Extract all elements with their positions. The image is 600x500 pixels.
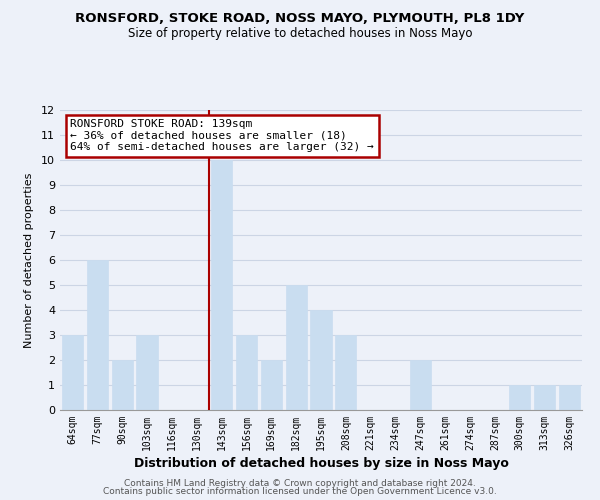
Bar <box>87 260 108 410</box>
Text: Contains HM Land Registry data © Crown copyright and database right 2024.: Contains HM Land Registry data © Crown c… <box>124 478 476 488</box>
Bar <box>534 385 555 410</box>
Bar <box>62 335 83 410</box>
Y-axis label: Number of detached properties: Number of detached properties <box>24 172 34 348</box>
Text: RONSFORD, STOKE ROAD, NOSS MAYO, PLYMOUTH, PL8 1DY: RONSFORD, STOKE ROAD, NOSS MAYO, PLYMOUT… <box>76 12 524 26</box>
Bar <box>286 285 307 410</box>
Bar <box>559 385 580 410</box>
Bar <box>136 335 158 410</box>
Text: RONSFORD STOKE ROAD: 139sqm
← 36% of detached houses are smaller (18)
64% of sem: RONSFORD STOKE ROAD: 139sqm ← 36% of det… <box>70 119 374 152</box>
Text: Size of property relative to detached houses in Noss Mayo: Size of property relative to detached ho… <box>128 28 472 40</box>
Bar <box>335 335 356 410</box>
Text: Contains public sector information licensed under the Open Government Licence v3: Contains public sector information licen… <box>103 487 497 496</box>
Bar <box>236 335 257 410</box>
Bar <box>410 360 431 410</box>
Bar <box>310 310 332 410</box>
Bar <box>112 360 133 410</box>
X-axis label: Distribution of detached houses by size in Noss Mayo: Distribution of detached houses by size … <box>134 457 508 470</box>
Bar <box>261 360 282 410</box>
Bar <box>509 385 530 410</box>
Bar <box>211 160 232 410</box>
